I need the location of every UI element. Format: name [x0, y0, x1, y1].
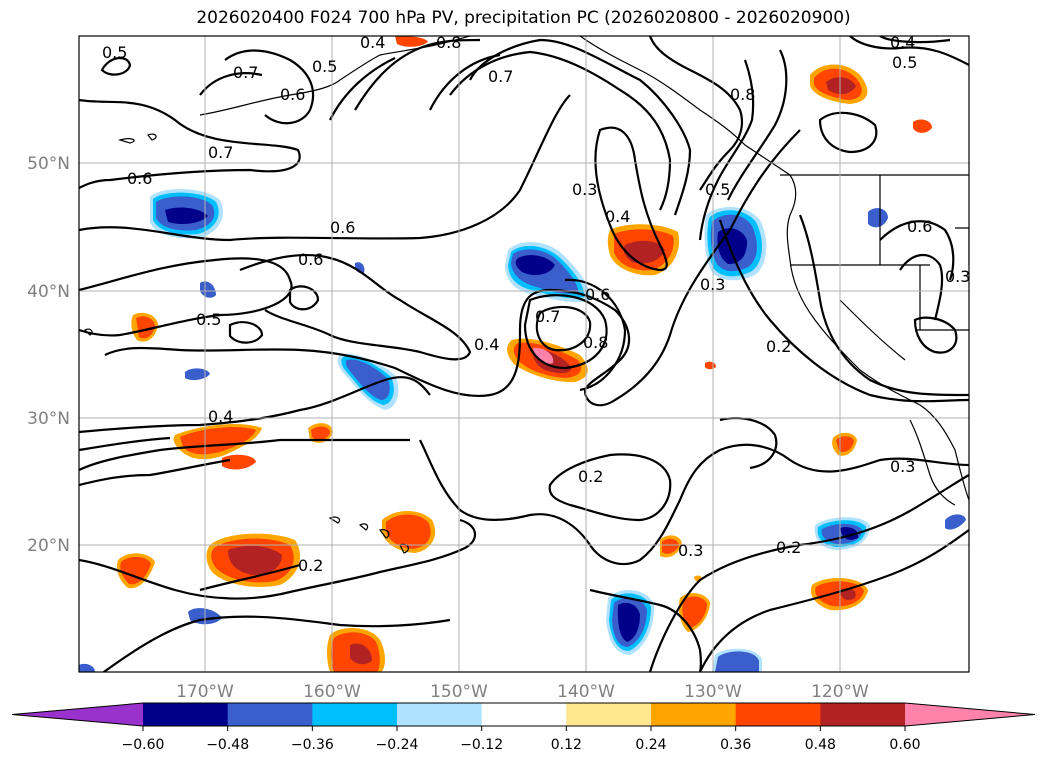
colorbar-segment — [227, 703, 313, 726]
contour-label: 0.4 — [360, 33, 385, 52]
colorbar: −0.60 −0.48 −0.36 −0.24 −0.12 0.12 0.24 0.36 0.4… — [11, 702, 1036, 753]
colorbar-tick-label: 0.24 — [635, 737, 666, 753]
colorbar-tick-label: 0.48 — [805, 737, 836, 753]
contour-label: 0.4 — [890, 33, 915, 52]
colorbar-tick-label: 0.12 — [551, 737, 582, 753]
colorbar-tick-label: −0.24 — [376, 737, 419, 753]
contour-label: 0.5 — [705, 180, 730, 199]
lon-label: 140°W — [557, 682, 615, 702]
contour-label: 0.7 — [208, 143, 233, 162]
latitude-labels: 50°N 40°N 30°N 20°N — [27, 154, 70, 556]
contour-label: 0.8 — [583, 333, 608, 352]
contour-label: 0.3 — [945, 267, 970, 286]
lat-label: 50°N — [27, 154, 70, 174]
contour-label: 0.8 — [730, 85, 755, 104]
contour-label: 0.7 — [535, 307, 560, 326]
contour-label: 0.7 — [233, 63, 258, 82]
contour-label: 0.2 — [766, 337, 791, 356]
contour-label: 0.7 — [488, 67, 513, 86]
colorbar-extend-low — [12, 703, 143, 726]
contour-label: 0.6 — [907, 217, 932, 236]
contour-label: 0.5 — [102, 43, 127, 62]
precip-shading — [79, 36, 966, 672]
contour-label: 0.5 — [312, 57, 337, 76]
lon-label: 150°W — [430, 682, 488, 702]
contour-label: 0.3 — [572, 180, 597, 199]
colorbar-tick-label: −0.60 — [122, 737, 165, 753]
colorbar-segment — [312, 703, 398, 726]
colorbar-tick-label: −0.48 — [206, 737, 249, 753]
lon-label: 130°W — [684, 682, 742, 702]
longitude-labels: 170°W 160°W 150°W 140°W 130°W 120°W — [176, 682, 869, 702]
colorbar-segment — [735, 703, 821, 726]
contour-label: 0.5 — [892, 53, 917, 72]
contour-label: 0.4 — [605, 207, 630, 226]
contour-label: 0.6 — [330, 218, 355, 237]
contour-label: 0.6 — [298, 250, 323, 269]
lon-label: 120°W — [811, 682, 869, 702]
contour-labels: 0.5 0.4 0.8 0.7 0.5 0.6 0.7 0.6 0.6 0.6 … — [102, 33, 970, 575]
coastlines — [84, 36, 969, 554]
contour-label: 0.8 — [436, 33, 461, 52]
colorbar-segment — [397, 703, 483, 726]
colorbar-tick-label: 0.60 — [889, 737, 920, 753]
colorbar-segment — [481, 703, 567, 726]
map-frame — [78, 35, 970, 673]
lat-label: 20°N — [27, 536, 70, 556]
contour-label: 0.2 — [578, 467, 603, 486]
contour-label: 0.6 — [280, 85, 305, 104]
colorbar-segment — [820, 703, 906, 726]
colorbar-tick-label: −0.36 — [291, 737, 334, 753]
contour-label: 0.4 — [474, 335, 499, 354]
lon-label: 170°W — [176, 682, 234, 702]
colorbar-segment — [143, 703, 229, 726]
colorbar-segment — [566, 703, 652, 726]
contour-label: 0.3 — [890, 457, 915, 476]
colorbar-segment — [651, 703, 737, 726]
colorbar-tick-label: −0.12 — [460, 737, 503, 753]
contour-label: 0.5 — [196, 310, 221, 329]
colorbar-tick-label: 0.36 — [720, 737, 751, 753]
lon-label: 160°W — [303, 682, 361, 702]
lat-label: 30°N — [27, 409, 70, 429]
contour-label: 0.2 — [776, 538, 801, 557]
gridlines — [79, 36, 969, 672]
contour-label: 0.6 — [127, 169, 152, 188]
lat-label: 40°N — [27, 282, 70, 302]
contour-label: 0.4 — [208, 407, 233, 426]
contour-label: 0.6 — [585, 285, 610, 304]
map-title: 2026020400 F024 700 hPa PV, precipitatio… — [196, 8, 851, 28]
contour-label: 0.3 — [678, 541, 703, 560]
contour-label: 0.2 — [298, 556, 323, 575]
colorbar-extend-high — [905, 703, 1035, 726]
contour-label: 0.3 — [700, 275, 725, 294]
